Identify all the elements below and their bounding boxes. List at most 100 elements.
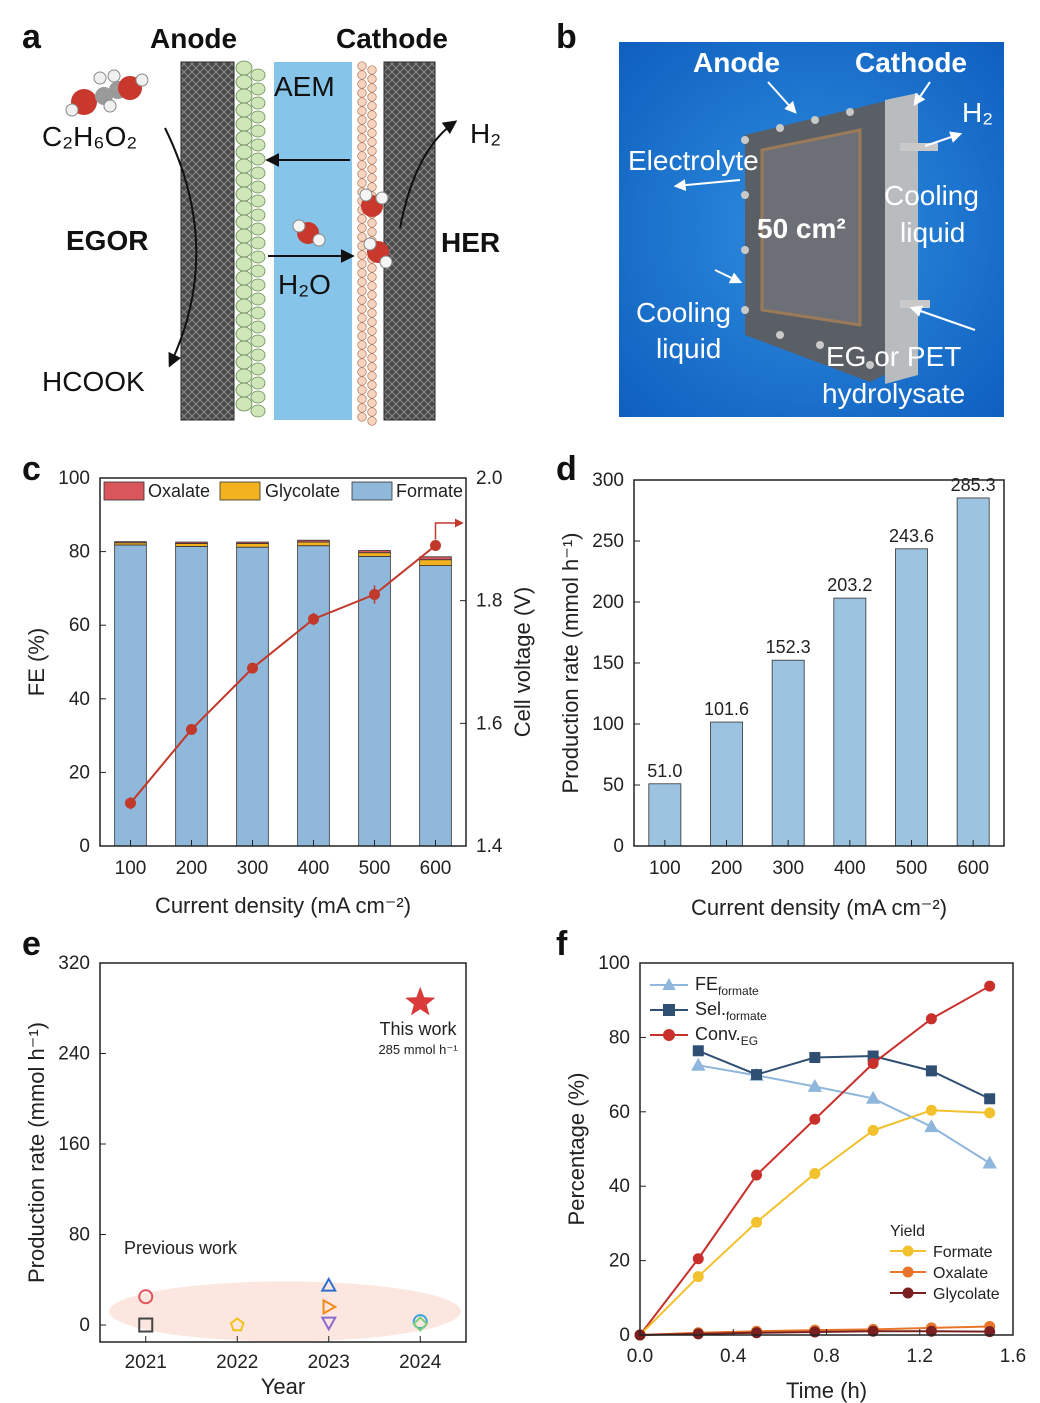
cooling-left-line2: liquid <box>656 333 721 364</box>
bar-glycolate-400 <box>297 541 330 547</box>
y2-tick-label: 1.4 <box>476 836 503 857</box>
anode-catalyst-particle <box>235 228 253 244</box>
y-tick-label: 100 <box>58 468 90 489</box>
cathode-catalyst-particle <box>367 83 377 93</box>
h2-pointer <box>924 131 963 147</box>
cathode-catalyst-particle <box>367 146 377 156</box>
product-label: HCOOK <box>42 366 145 397</box>
cathode-catalyst-particle <box>357 223 367 233</box>
series-point-fe-formate <box>982 1155 997 1169</box>
anode-catalyst-particle <box>250 124 266 138</box>
series-point-glycolate <box>925 1325 937 1337</box>
anode-catalyst-particle <box>235 158 253 174</box>
data-label: 152.3 <box>766 637 811 657</box>
legend-label: Oxalate <box>148 481 210 501</box>
y-tick-label: 40 <box>609 1176 630 1197</box>
cathode-catalyst-particle <box>357 151 367 161</box>
previous-work-point <box>229 1317 245 1332</box>
her-label: HER <box>441 227 500 258</box>
cathode-catalyst-particle <box>367 173 377 183</box>
previous-work-label: Previous work <box>124 1238 238 1258</box>
timecourse-plot-frame <box>639 962 1014 1336</box>
cathode-catalyst-particle <box>367 74 377 84</box>
bar-oxalate-100 <box>114 541 147 544</box>
y-tick-label: 160 <box>58 1134 90 1155</box>
x-axis-title: Time (h) <box>786 1378 867 1403</box>
anode-catalyst-particle <box>250 334 266 348</box>
anode-catalyst-particle <box>235 368 253 384</box>
series-point-fe-formate <box>691 1057 706 1071</box>
y-tick-label: 60 <box>69 615 90 636</box>
bar-300 <box>771 659 805 847</box>
cathode-catalyst-particle <box>367 371 377 381</box>
previous-work-point <box>412 1314 428 1330</box>
series-point-conv-eg <box>751 1169 763 1181</box>
cathode-catalyst-particle <box>367 326 377 336</box>
cathode-catalyst-particle <box>367 344 377 354</box>
x-tick-label: 600 <box>957 858 989 879</box>
series-point-glycolate <box>867 1325 879 1337</box>
x-tick-label: 200 <box>176 858 208 879</box>
bar-oxalate-200 <box>175 541 208 544</box>
cathode-catalyst-particle <box>367 155 377 165</box>
voltage-point <box>369 589 380 601</box>
anode-catalyst-particle <box>250 404 266 418</box>
previous-work-point <box>412 1315 429 1332</box>
cathode-catalyst-particle <box>357 403 367 413</box>
cathode-catalyst-particle <box>367 299 377 309</box>
anode-catalyst-particle <box>250 376 266 390</box>
y-tick-label: 320 <box>58 953 90 974</box>
previous-work-point <box>320 1316 337 1332</box>
cathode-catalyst-particle <box>357 286 367 296</box>
cathode-catalyst-particle <box>357 367 367 377</box>
bar-formate-200 <box>175 546 208 847</box>
legend-label: Glycolate <box>933 1286 1000 1303</box>
this-work-label: This work <box>379 1019 457 1039</box>
cathode-catalyst-particle <box>367 398 377 408</box>
x-tick-label: 400 <box>298 858 330 879</box>
legend-swatch-glycolate <box>219 481 261 501</box>
anode-catalyst-particle <box>250 250 266 264</box>
y-tick-label: 50 <box>603 775 624 796</box>
y-tick-label: 40 <box>69 689 90 710</box>
anode-catalyst-particle <box>235 256 253 272</box>
y-tick-label: 80 <box>69 1225 90 1246</box>
water-molecule-icon <box>292 219 326 247</box>
panel-label-f: f <box>556 925 568 963</box>
panel-label-a: a <box>22 18 42 56</box>
cathode-catalyst-particle <box>367 263 377 273</box>
anode-catalyst-particle <box>235 396 253 412</box>
anode-catalyst-layer <box>235 60 266 418</box>
x-tick-label: 500 <box>359 858 391 879</box>
voltage-point <box>247 662 258 674</box>
anode-catalyst-particle <box>250 390 266 404</box>
x-tick-label: 2021 <box>125 1352 167 1373</box>
cathode-catalyst-particle <box>367 362 377 372</box>
cathode-catalyst-particle <box>367 65 377 75</box>
x-tick-label: 0.8 <box>813 1346 839 1367</box>
bar-oxalate-500 <box>358 550 391 554</box>
bar-oxalate-400 <box>297 539 330 543</box>
series-point-formate <box>984 1107 996 1119</box>
bar-oxalate-300 <box>236 541 269 544</box>
cathode-catalyst-particle <box>367 290 377 300</box>
legend-label: Glycolate <box>265 481 340 501</box>
egor-label: EGOR <box>66 225 148 256</box>
anode-catalyst-particle <box>235 298 253 314</box>
x-tick-label: 600 <box>420 858 452 879</box>
y-tick-label: 0 <box>613 836 624 857</box>
y-tick-label: 250 <box>592 531 624 552</box>
electrolyzer-photo <box>741 93 938 384</box>
anode-catalyst-particle <box>235 116 253 132</box>
voltage-line <box>129 544 437 804</box>
rate-plot-frame <box>633 479 1005 847</box>
y-tick-label: 60 <box>609 1102 630 1123</box>
cathode-catalyst-particle <box>357 259 367 269</box>
cathode-catalyst-particle <box>367 272 377 282</box>
legend-marker <box>663 1004 675 1016</box>
data-label: 51.0 <box>647 761 682 781</box>
cathode-catalyst-particle <box>357 115 367 125</box>
series-point-sel-formate <box>751 1069 763 1081</box>
legend-label: Oxalate <box>933 1265 988 1282</box>
